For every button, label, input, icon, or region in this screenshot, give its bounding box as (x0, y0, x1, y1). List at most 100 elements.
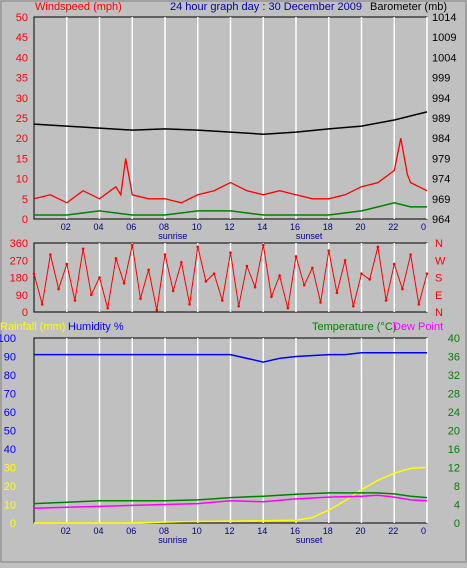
wind-direction-point (278, 274, 281, 277)
wind-direction-point (229, 251, 232, 254)
wind-direction-point (32, 272, 36, 275)
x-tick-label: 16 (290, 222, 300, 232)
wind-direction-point (327, 249, 331, 252)
y-left-tick-label: 10 (16, 174, 28, 186)
y-left-tick-label: 0 (10, 518, 16, 530)
wind-direction-point (65, 262, 69, 266)
y-left-tick-label: 50 (4, 426, 16, 438)
dewpoint-line (33, 494, 428, 509)
y-left-tick-label: 25 (16, 113, 28, 125)
direction-tick-label: 360 (10, 238, 28, 250)
y-left-tick-label: 60 (4, 407, 16, 419)
wind-direction-point (237, 304, 240, 308)
x-tick-label: 12 (225, 526, 235, 536)
direction-tick-label: 270 (10, 255, 28, 267)
wind-direction-point (98, 276, 101, 279)
x-tick-label: 0 (421, 222, 426, 232)
y-right-tick-label: 32 (448, 370, 460, 382)
y-right-tick-label: 979 (432, 153, 450, 165)
y-right-tick-label: 40 (448, 333, 460, 345)
humidity-axis-title: Humidity % (68, 321, 124, 333)
x-tick-label: 08 (159, 526, 169, 536)
dewpoint-axis-title: Dew Point (393, 321, 443, 333)
compass-tick-label: N (435, 238, 443, 250)
chart-title: 24 hour graph day : 30 December 2009 (170, 1, 362, 13)
x-tick-label: 20 (356, 222, 366, 232)
wind-direction-point (392, 262, 396, 266)
wind-direction-point (122, 281, 126, 285)
y-right-tick-label: 984 (432, 133, 450, 145)
x-tick-label: 22 (388, 222, 398, 232)
y-left-tick-label: 10 (4, 500, 16, 512)
y-right-tick-label: 1009 (432, 32, 456, 44)
y-right-tick-label: 974 (432, 174, 450, 186)
wind-direction-point (163, 253, 167, 256)
compass-tick-label: W (435, 255, 446, 267)
x-tick-label: 14 (257, 222, 267, 232)
wind-direction-point (180, 260, 183, 264)
x-tick-label: 12 (225, 222, 235, 232)
wind-direction-point (286, 306, 290, 310)
x-tick-label: 10 (192, 222, 202, 232)
wind-direction-point (57, 287, 60, 291)
y-right-tick-label: 1014 (432, 12, 456, 24)
y-right-tick-label: 16 (448, 444, 460, 456)
wind-direction-point (73, 299, 77, 302)
y-left-tick-label: 20 (16, 133, 28, 145)
y-right-tick-label: 24 (448, 407, 460, 419)
x-tick-label: 08 (159, 222, 169, 232)
y-left-tick-label: 30 (16, 93, 28, 105)
x-tick-label: 06 (126, 222, 136, 232)
humidity-line (34, 352, 427, 363)
rain-humidity-temp-panel: 0102030405060708090100048121620242832364… (0, 333, 460, 545)
wind-direction-point (40, 303, 44, 306)
wind-direction-point (106, 306, 109, 310)
temperature-axis-title: Temperature (°C) (312, 321, 396, 333)
wind-direction-point (368, 278, 371, 281)
y-left-tick-label: 50 (16, 12, 28, 24)
sunrise-label: sunrise (158, 535, 187, 545)
windspeed-line (33, 138, 428, 204)
wind-direction-point (171, 289, 175, 293)
sunset-label: sunset (296, 231, 323, 241)
x-tick-label: 10 (192, 526, 202, 536)
wind-direction-point (81, 247, 85, 251)
rainfall-line (34, 466, 427, 524)
y-right-tick-label: 28 (448, 389, 460, 401)
compass-tick-label: E (435, 290, 442, 302)
wind-direction-point (294, 255, 298, 258)
y-right-tick-label: 4 (454, 500, 460, 512)
wind-direction-point (270, 295, 273, 298)
compass-tick-label: S (435, 273, 442, 285)
x-tick-label: 04 (94, 526, 104, 536)
sunrise-label: sunrise (158, 231, 187, 241)
y-right-tick-label: 12 (448, 463, 460, 475)
wind-direction-point (302, 283, 306, 287)
wind-direction-point (139, 297, 142, 300)
compass-tick-label: N (435, 307, 443, 319)
wind-direction-point (155, 308, 159, 312)
wind-direction-point (384, 299, 388, 302)
wind-direction-point (311, 266, 314, 270)
y-left-tick-label: 0 (22, 214, 28, 226)
wind-direction-point (343, 258, 347, 262)
wind-direction-point (212, 272, 216, 275)
wind-direction-point (253, 285, 257, 289)
wind-direction-point (204, 280, 208, 283)
wind-direction-point (335, 291, 339, 295)
x-tick-label: 14 (257, 526, 267, 536)
y-left-tick-label: 40 (16, 52, 28, 64)
wind-direction-point (196, 245, 200, 249)
y-left-tick-label: 45 (16, 32, 28, 44)
wind-direction-point (49, 253, 52, 256)
wind-direction-point (147, 268, 150, 272)
wind-direction-point (352, 304, 355, 308)
direction-tick-label: 180 (10, 273, 28, 285)
wind-direction-point (401, 287, 404, 291)
y-left-tick-label: 90 (4, 352, 16, 364)
wind-barometer-panel: 0 5 10 15 20 25 30 35 40 45 50 964 969 974 979 984 989 99… (16, 12, 457, 241)
y-right-tick-label: 964 (432, 214, 450, 226)
